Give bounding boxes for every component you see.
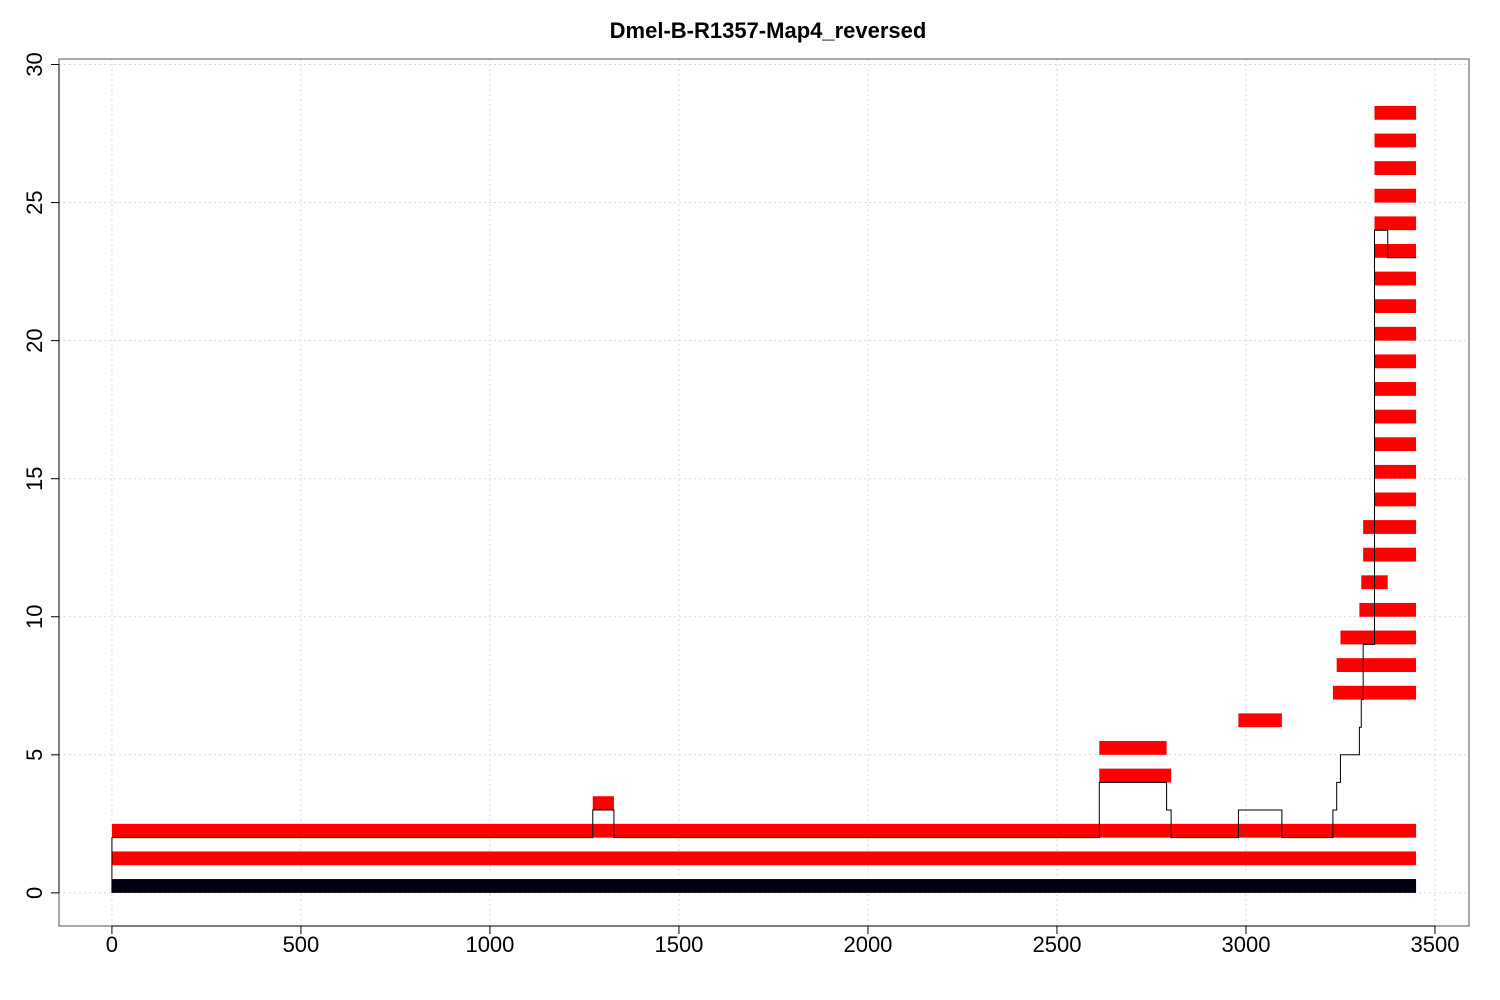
y-tick-label: 15: [22, 466, 47, 490]
read-bar: [1374, 492, 1417, 507]
y-tick-label: 10: [22, 605, 47, 629]
read-bar: [592, 796, 614, 811]
y-tick-label: 0: [22, 887, 47, 899]
x-tick-label: 2000: [843, 932, 892, 957]
read-bar: [1374, 437, 1417, 452]
read-bar: [1238, 713, 1282, 728]
grid: [59, 59, 1469, 926]
chart-title: Dmel-B-R1357-Map4_reversed: [610, 18, 927, 43]
x-tick-label: 1500: [654, 932, 703, 957]
read-bar: [1099, 741, 1167, 755]
read-bar: [1374, 354, 1417, 369]
y-tick-label: 20: [22, 328, 47, 352]
read-bar: [1374, 243, 1417, 258]
read-bar: [1374, 326, 1417, 341]
read-bar: [111, 823, 1417, 838]
read-bar: [1374, 161, 1417, 175]
y-tick-label: 5: [22, 749, 47, 761]
read-bar: [1374, 409, 1417, 424]
x-tick-label: 0: [106, 932, 118, 957]
read-bar: [1099, 768, 1172, 783]
read-bar: [1374, 133, 1417, 148]
x-tick-label: 3500: [1411, 932, 1460, 957]
y-tick-label: 30: [22, 52, 47, 76]
read-bar: [1336, 658, 1417, 672]
x-tick-label: 1000: [465, 932, 514, 957]
read-bar: [1374, 105, 1417, 120]
read-bar: [1363, 520, 1417, 534]
x-axis: 0 500 1000 1500 2000 2500 3000 3500: [106, 925, 1460, 957]
read-bar: [1374, 216, 1417, 231]
x-tick-label: 500: [283, 932, 320, 957]
x-tick-label: 2500: [1032, 932, 1081, 957]
read-bar: [1374, 382, 1417, 396]
read-bar: [1340, 630, 1417, 645]
read-bar: [111, 851, 1417, 866]
plot-frame: [58, 58, 1470, 927]
read-bar: [1363, 547, 1417, 562]
reference-bar: [111, 879, 1417, 893]
read-bar: [1359, 602, 1417, 617]
read-bar: [1374, 188, 1417, 203]
read-bar: [1374, 271, 1417, 286]
y-axis: 0 5 10 15 20 25 30: [22, 52, 60, 899]
read-bar: [1332, 685, 1417, 700]
read-bars: [111, 105, 1417, 893]
coverage-line: [111, 229, 1417, 893]
y-tick-label: 25: [22, 190, 47, 214]
read-bar: [1374, 464, 1417, 479]
read-bar: [1374, 299, 1417, 314]
x-tick-label: 3000: [1221, 932, 1270, 957]
